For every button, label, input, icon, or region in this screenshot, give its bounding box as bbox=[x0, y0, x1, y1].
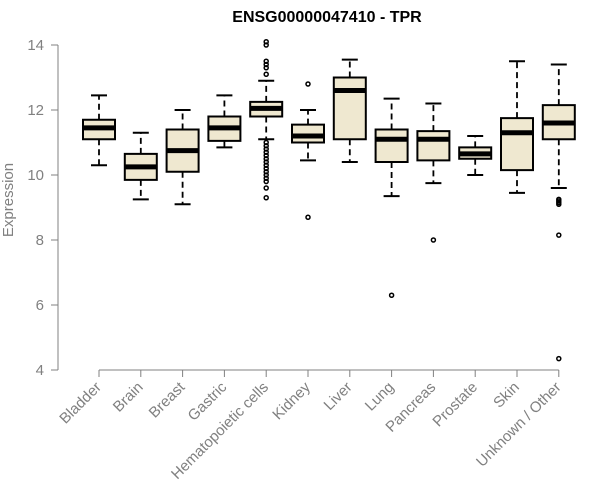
y-tick-label: 14 bbox=[27, 37, 44, 54]
x-tick-label: Kidney bbox=[269, 378, 314, 423]
y-axis-label: Expression bbox=[0, 163, 17, 237]
outlier-point bbox=[305, 214, 311, 220]
outlier-point bbox=[556, 232, 562, 238]
y-axis: 4 6 8 10 12 14 bbox=[27, 37, 59, 379]
box-iqr bbox=[374, 128, 409, 163]
box-liver bbox=[332, 58, 367, 163]
outlier-point bbox=[263, 195, 269, 201]
outlier-point bbox=[388, 292, 395, 298]
box-gastric bbox=[207, 94, 242, 149]
y-tick-label: 10 bbox=[27, 167, 44, 184]
box-unknown-other bbox=[541, 63, 576, 362]
chart-title: ENSG00000047410 - TPR bbox=[232, 9, 422, 26]
box-iqr bbox=[332, 76, 367, 141]
x-tick-label: Bladder bbox=[56, 379, 105, 428]
outlier-point bbox=[305, 81, 311, 87]
y-tick-label: 8 bbox=[36, 232, 44, 249]
outlier-point bbox=[556, 201, 562, 207]
box-prostate bbox=[458, 135, 493, 176]
y-tick-label: 6 bbox=[36, 297, 44, 314]
outlier-point bbox=[263, 185, 269, 191]
x-tick-label: Lung bbox=[362, 379, 398, 415]
outlier-point bbox=[263, 178, 269, 185]
outlier-point bbox=[263, 42, 269, 48]
x-tick-label: Skin bbox=[490, 379, 523, 412]
box-bladder bbox=[82, 94, 116, 167]
x-tick-label: Brain bbox=[110, 379, 147, 416]
outlier-point bbox=[430, 237, 437, 243]
outlier-point bbox=[556, 355, 562, 362]
box-lung bbox=[374, 97, 409, 298]
box-brain bbox=[123, 131, 158, 201]
y-tick-label: 4 bbox=[36, 362, 44, 379]
box-kidney bbox=[291, 81, 325, 220]
x-tick-label: Breast bbox=[146, 378, 189, 421]
box-skin bbox=[500, 60, 534, 194]
outlier-point bbox=[263, 65, 269, 71]
box-iqr bbox=[500, 117, 534, 172]
box-iqr bbox=[416, 130, 451, 162]
x-tick-label: Liver bbox=[321, 379, 356, 414]
y-tick-label: 12 bbox=[27, 102, 44, 119]
outlier-point bbox=[263, 71, 269, 77]
boxes-group bbox=[82, 39, 576, 362]
x-tick-label: Prostate bbox=[429, 379, 481, 431]
box-hematopoietic-cells bbox=[249, 39, 284, 201]
box-breast bbox=[165, 109, 200, 206]
box-pancreas bbox=[416, 102, 451, 243]
